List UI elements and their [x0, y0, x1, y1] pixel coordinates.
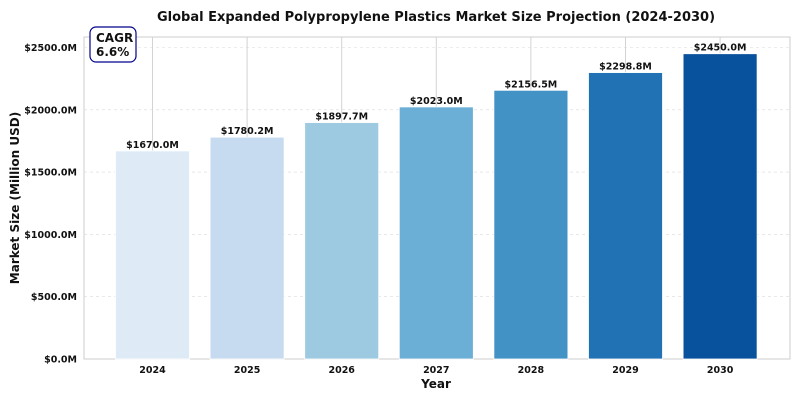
cagr-annotation: CAGR 6.6%: [89, 26, 137, 63]
data-label: $2156.5M: [505, 79, 558, 90]
data-label: $2450.0M: [694, 43, 747, 54]
data-label: $1897.7M: [315, 112, 368, 123]
data-label: $2023.0M: [410, 96, 463, 107]
x-tick-labels: 2024 2025 2026 2027 2028 2029 2030: [139, 365, 733, 376]
y-tick-labels: $0.0M $500.0M $1000.0M $1500.0M $2000.0M $250…: [24, 43, 77, 366]
data-label: $2298.8M: [599, 62, 652, 73]
chart-title: Global Expanded Polypropylene Plastics M…: [157, 10, 715, 25]
y-tick-label: $2500.0M: [24, 43, 77, 54]
x-tick-label: 2028: [518, 365, 545, 376]
x-axis-title: Year: [420, 377, 451, 391]
y-tick-label: $1000.0M: [24, 230, 77, 241]
y-tick-label: $0.0M: [44, 355, 77, 366]
cagr-label: CAGR: [96, 31, 133, 45]
bar: [115, 150, 190, 360]
bars: [115, 53, 758, 360]
cagr-value: 6.6%: [96, 45, 129, 59]
x-tick-label: 2024: [139, 365, 166, 376]
x-tick-label: 2027: [423, 365, 449, 376]
data-label: $1670.0M: [126, 140, 179, 151]
y-tick-label: $2000.0M: [24, 105, 77, 116]
bar: [588, 72, 663, 360]
y-tick-label: $1500.0M: [24, 168, 77, 179]
bar: [304, 122, 380, 360]
x-tick-label: 2029: [612, 365, 638, 376]
bar: [209, 136, 285, 360]
x-tick-label: 2026: [328, 365, 355, 376]
y-tick-label: $500.0M: [31, 292, 77, 303]
bar: [493, 89, 569, 360]
bar: [682, 53, 758, 360]
cagr-box: [89, 26, 137, 63]
x-tick-label: 2030: [707, 365, 734, 376]
y-axis-title: Market Size (Million USD): [8, 112, 22, 284]
x-tick-label: 2025: [234, 365, 260, 376]
bar: [398, 106, 474, 360]
data-label: $1780.2M: [221, 126, 274, 137]
data-labels: $1670.0M $1780.2M $1897.7M $2023.0M $2156.5M…: [126, 43, 746, 151]
